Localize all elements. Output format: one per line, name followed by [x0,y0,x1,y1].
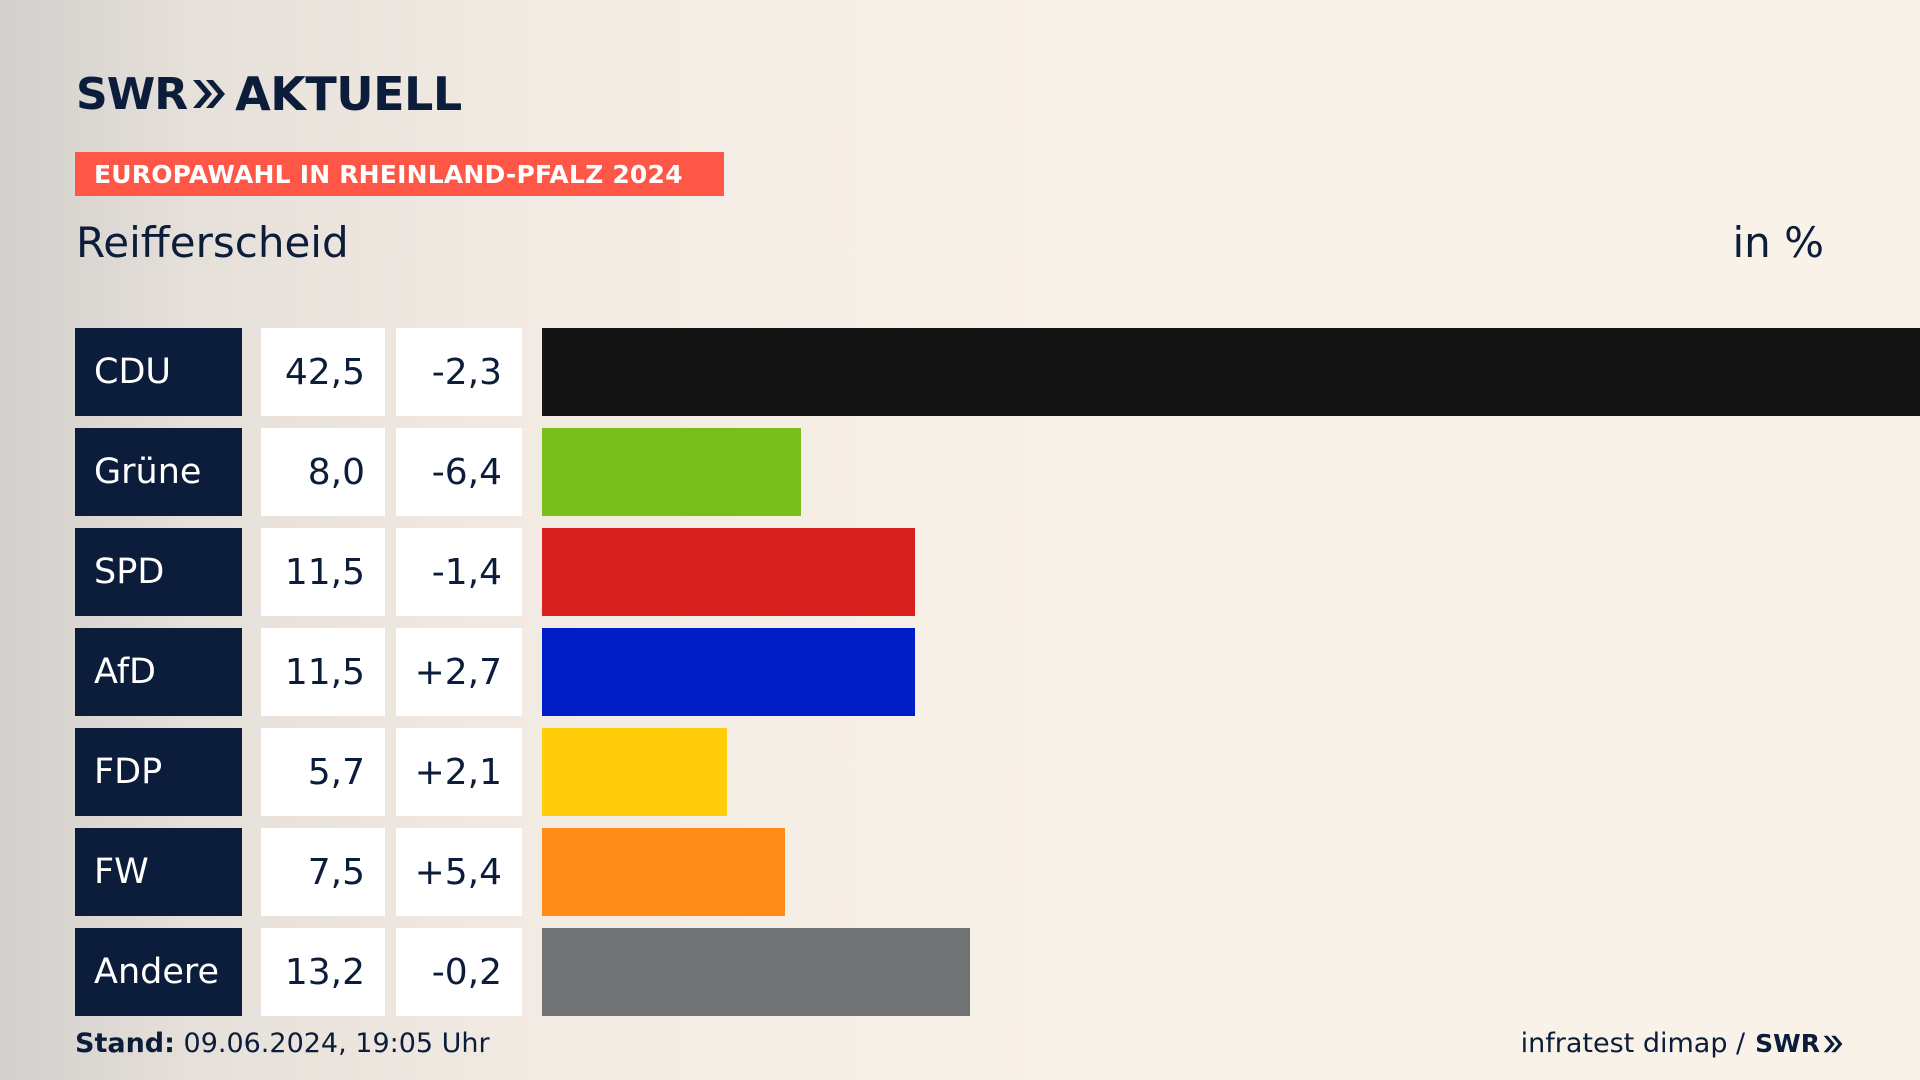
party-label: Grüne [75,428,242,516]
vote-share-label: 8,0 [261,428,385,516]
vote-share-label: 11,5 [261,628,385,716]
vote-share-label: 11,5 [261,528,385,616]
party-label: SPD [75,528,242,616]
change-label: +2,7 [396,628,522,716]
bar-fdp [542,728,727,816]
change-label: -0,2 [396,928,522,1016]
election-banner: EUROPAWAHL IN RHEINLAND-PFALZ 2024 [75,152,724,196]
bar-afd [542,628,915,716]
change-label: +5,4 [396,828,522,916]
vote-share-label: 13,2 [261,928,385,1016]
stand-value: 09.06.2024, 19:05 Uhr [183,1028,490,1059]
party-label: AfD [75,628,242,716]
timestamp: Stand: 09.06.2024, 19:05 Uhr [75,1028,490,1059]
party-label: FW [75,828,242,916]
change-label: -1,4 [396,528,522,616]
unit-label: in % [1732,218,1824,267]
stand-label: Stand: [75,1028,175,1059]
swr-wordmark: SWR [76,68,188,120]
swr-aktuell-logo: SWR AKTUELL [76,66,462,122]
source-text: infratest dimap / [1520,1028,1746,1059]
swr-small-logo: SWR [1755,1029,1844,1058]
vote-share-label: 42,5 [261,328,385,416]
change-label: +2,1 [396,728,522,816]
source-credit: infratest dimap / SWR [1521,1028,1844,1059]
small-double-chevron-icon [1823,1035,1843,1052]
party-label: CDU [75,328,242,416]
change-label: -6,4 [396,428,522,516]
party-label: FDP [75,728,242,816]
swr-small-wordmark: SWR [1755,1029,1820,1058]
bar-gruene [542,428,801,516]
party-label: Andere [75,928,242,1016]
bar-andere [542,928,970,1016]
bar-cdu [542,328,1920,416]
bar-fw [542,828,785,916]
municipality-title: Reifferscheid [76,218,349,267]
double-chevron-icon [191,77,227,111]
vote-share-label: 5,7 [261,728,385,816]
vote-share-label: 7,5 [261,828,385,916]
change-label: -2,3 [396,328,522,416]
bar-spd [542,528,915,616]
aktuell-wordmark: AKTUELL [235,67,462,121]
